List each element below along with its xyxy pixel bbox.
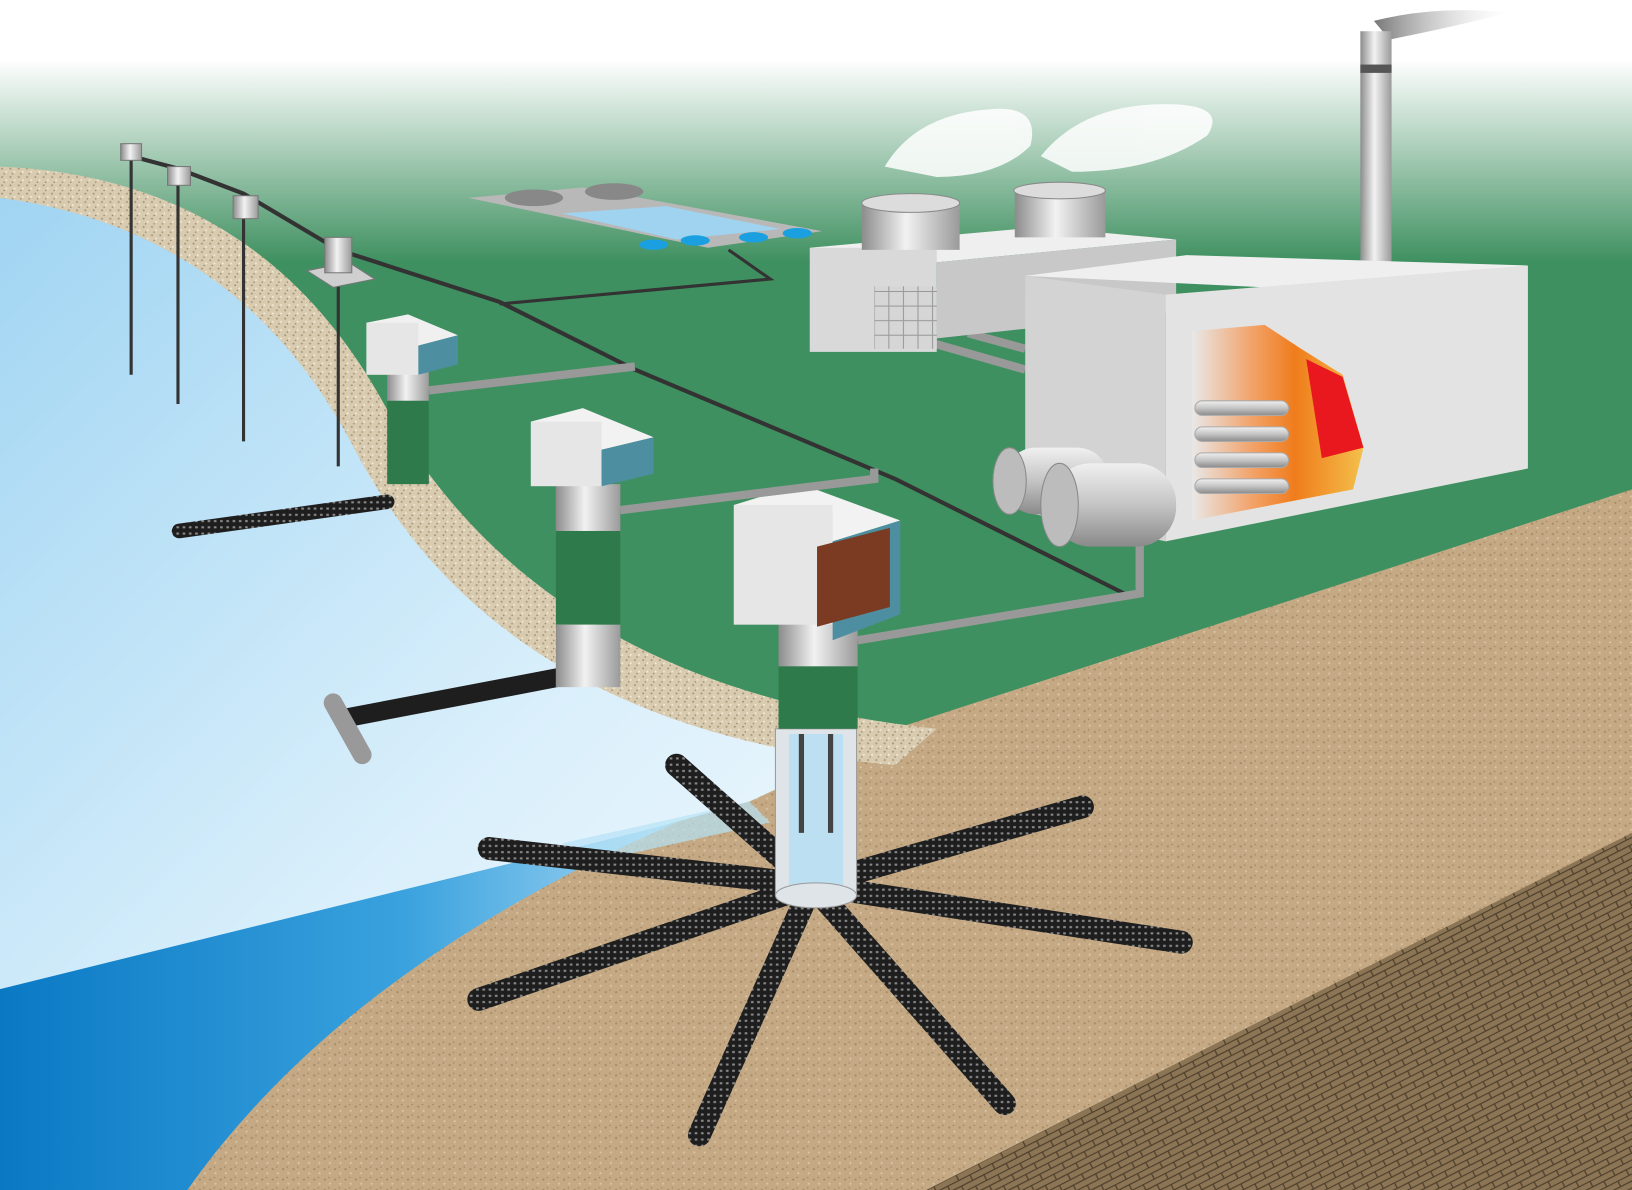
pump-house-2-part — [530, 421, 602, 487]
pump-house-2-part — [555, 484, 621, 537]
collector-laterals-part — [171, 494, 395, 539]
pump-house-2-part — [555, 624, 621, 688]
radial-laterals-part — [800, 873, 1193, 954]
pump-house-1 — [366, 314, 458, 485]
steam-part — [884, 108, 1033, 177]
tanks-part — [1040, 462, 1079, 548]
shore-wells-part — [499, 248, 775, 306]
tanks — [992, 447, 1177, 548]
power-house-part-part — [1194, 400, 1290, 416]
power-house-part-part — [1194, 426, 1290, 442]
pipes-part — [856, 541, 1144, 645]
cooling-building-part — [861, 193, 961, 213]
pipes-part — [428, 362, 636, 395]
radial-laterals-part — [800, 873, 1016, 1116]
caisson-part — [774, 882, 858, 909]
pump-house-1-part — [366, 322, 419, 375]
cooling-building-part — [1013, 181, 1106, 200]
caisson-part — [788, 733, 844, 889]
radial-laterals-part — [687, 873, 824, 1147]
water — [0, 176, 906, 1042]
collector-laterals-part — [334, 667, 572, 728]
power-house — [1025, 255, 1528, 542]
pump-house-2 — [530, 408, 654, 688]
pump-house-1-part — [418, 335, 458, 375]
pump-house-3-part — [778, 666, 858, 729]
treatment-plant-part — [639, 239, 669, 250]
pump-house-3-part — [733, 504, 833, 625]
power-house-part-part — [1194, 452, 1290, 468]
wellheads-part — [167, 166, 191, 186]
cooling-building-part — [1014, 190, 1106, 238]
treatment-plant-part — [562, 206, 781, 240]
treatment-plant-part — [504, 189, 564, 207]
pipes-part — [619, 468, 879, 515]
radial-laterals-part — [467, 873, 824, 1011]
wellheads-part — [232, 195, 259, 220]
chimney-part — [1373, 10, 1510, 40]
pipes — [428, 329, 1144, 645]
tanks-part — [1051, 463, 1177, 547]
pump-house-1-part — [387, 400, 429, 485]
treatment-plant-part — [680, 235, 710, 246]
cooling-building-part — [874, 286, 937, 349]
collector-laterals — [171, 494, 572, 765]
pump-house-2-part — [555, 530, 621, 625]
wellheads-part — [324, 236, 353, 274]
deep-water — [0, 822, 677, 1190]
collector-laterals-part — [323, 693, 372, 765]
chimney-part — [1360, 64, 1392, 73]
treatment-plant — [468, 183, 823, 250]
power-house-part-part — [1194, 478, 1290, 495]
wellheads — [120, 143, 377, 288]
pump-house-3-part — [817, 527, 890, 627]
caisson — [774, 728, 858, 909]
chimney — [1360, 10, 1510, 271]
radial-laterals-part — [477, 837, 824, 897]
shore-wells-part — [129, 156, 340, 467]
radial-laterals — [467, 753, 1193, 1147]
treatment-plant-part — [782, 228, 812, 239]
pump-house-2-part — [601, 437, 654, 487]
steam — [884, 104, 1213, 177]
cooling-building-part — [861, 203, 960, 250]
pump-house-3 — [733, 484, 901, 729]
treatment-plant-part — [738, 232, 769, 243]
power-house-part — [1194, 400, 1290, 495]
power-house-part — [1306, 359, 1364, 459]
treatment-plant-part — [584, 183, 644, 200]
wellheads-part — [120, 143, 143, 161]
steam-part — [1040, 104, 1213, 172]
caisson-part — [798, 733, 834, 833]
tanks-part — [992, 447, 1027, 515]
